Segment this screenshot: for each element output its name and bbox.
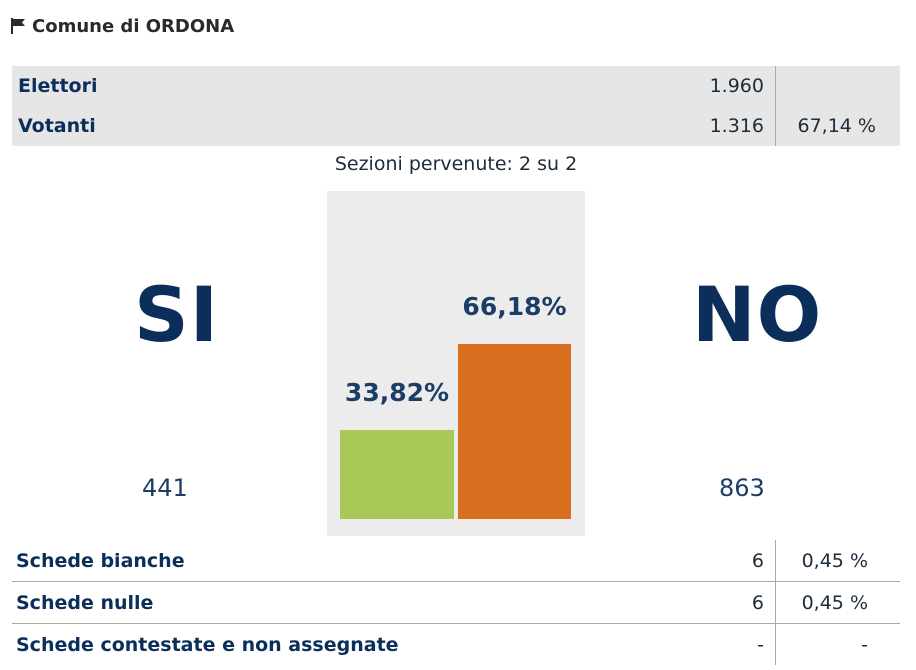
votanti-value: 1.316 [709,115,764,137]
municipality-header: Comune di ORDONA [10,14,234,38]
si-vote-count: 441 [142,474,188,502]
detail-value: - [757,633,764,656]
elettori-value: 1.960 [709,75,764,97]
no-label: NO [692,270,823,359]
votanti-row: Votanti 1.316 67,14 % [12,106,900,146]
flag-icon [11,18,25,34]
bar-si-percent-label: 33,82% [344,378,450,407]
bar-si [340,430,454,519]
si-label: SI [134,270,220,359]
details-divider [775,540,776,665]
no-vote-count: 863 [719,474,765,502]
schede-bianche-row: Schede bianche 6 0,45 % [12,540,900,582]
elettori-row: Elettori 1.960 [12,66,900,106]
details-table: Schede bianche 6 0,45 % Schede nulle 6 0… [12,540,900,665]
detail-percent: - [861,633,868,656]
votanti-percent: 67,14 % [797,115,877,137]
detail-label: Schede bianche [16,549,185,572]
elettori-label: Elettori [18,75,98,97]
municipality-title: Comune di ORDONA [32,15,235,37]
detail-percent: 0,45 % [801,591,868,614]
detail-value: 6 [751,591,764,614]
votanti-label: Votanti [18,115,96,137]
bar-no-percent-label: 66,18% [462,292,567,321]
summary-divider [775,66,776,146]
detail-label: Schede contestate e non assegnate [16,633,399,656]
detail-label: Schede nulle [16,591,154,614]
bar-no [458,344,571,519]
schede-nulle-row: Schede nulle 6 0,45 % [12,582,900,624]
schede-contestate-row: Schede contestate e non assegnate - - [12,624,900,665]
detail-value: 6 [751,549,764,572]
sezioni-text: Sezioni pervenute: 2 su 2 [334,153,578,175]
detail-percent: 0,45 % [801,549,868,572]
summary-box: Elettori 1.960 Votanti 1.316 67,14 % [12,66,900,146]
